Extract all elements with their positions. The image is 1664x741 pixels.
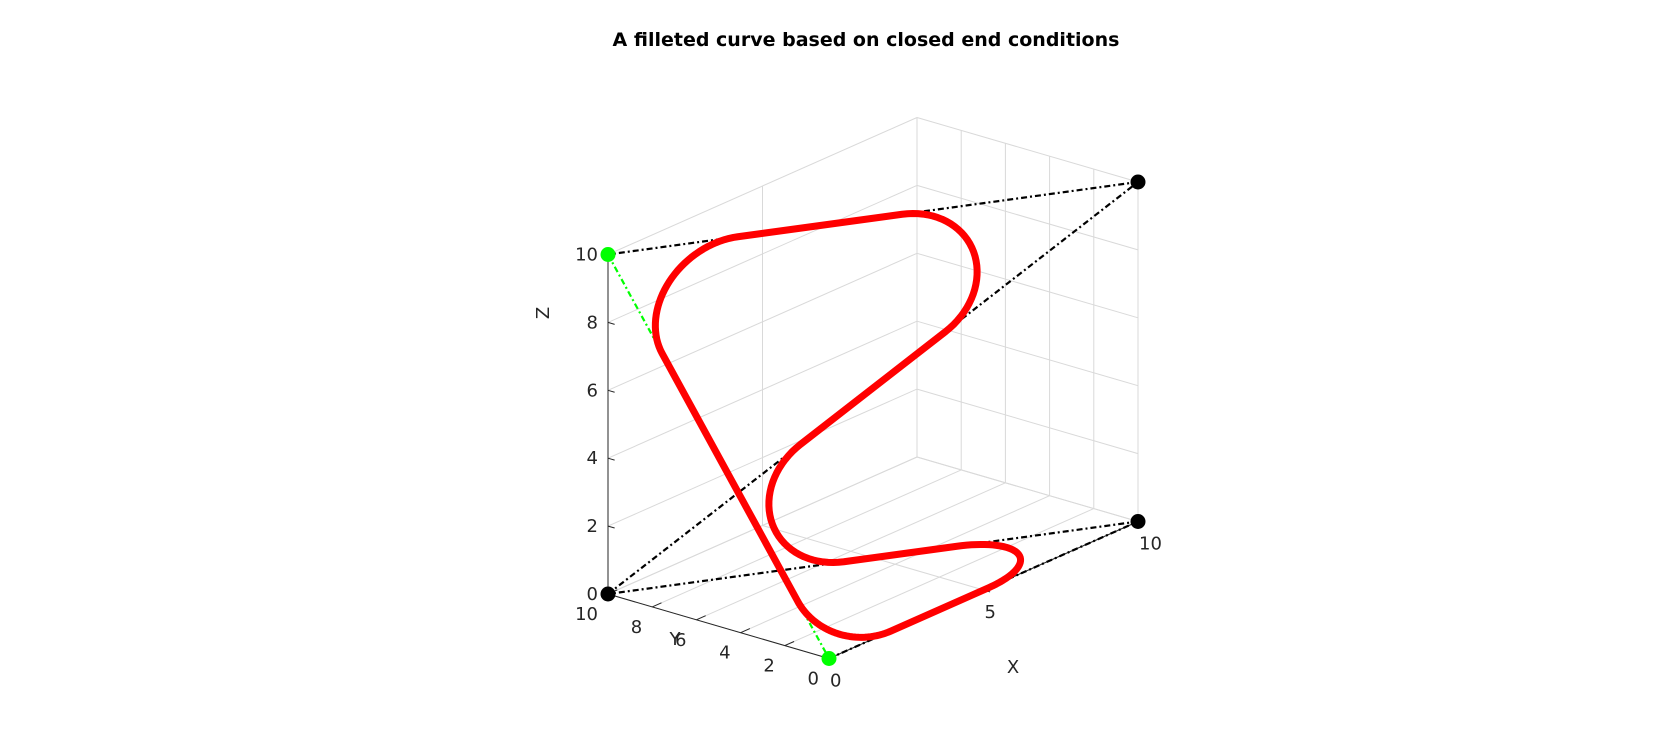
x-tick-label: 5 bbox=[985, 602, 996, 623]
grid-line bbox=[740, 495, 1050, 634]
grid-line bbox=[607, 117, 918, 255]
x-tick-label: 10 bbox=[1139, 534, 1162, 555]
grid-lines bbox=[607, 117, 1139, 659]
x-tick-label: 0 bbox=[830, 671, 841, 692]
grid-line bbox=[607, 456, 918, 595]
grid-line bbox=[916, 252, 1139, 319]
chart-title: A filleted curve based on closed end con… bbox=[613, 29, 1120, 51]
end-point-marker bbox=[821, 651, 837, 666]
filleted-curve bbox=[651, 209, 1025, 641]
z-tick-label: 8 bbox=[587, 312, 598, 333]
y-tick-mark bbox=[696, 615, 706, 621]
grid-line bbox=[696, 482, 1006, 621]
grid-line bbox=[916, 320, 1139, 387]
y-tick-label: 4 bbox=[719, 643, 730, 664]
grid-line bbox=[607, 252, 918, 391]
y-tick-mark bbox=[784, 641, 795, 647]
y-tick-label: 8 bbox=[631, 617, 642, 638]
control-point-marker bbox=[1130, 174, 1146, 190]
control-polygon bbox=[607, 180, 1139, 660]
z-tick-label: 10 bbox=[575, 245, 598, 266]
y-tick-label: 2 bbox=[763, 656, 774, 677]
grid-line bbox=[784, 508, 1095, 647]
z-tick-label: 4 bbox=[587, 448, 598, 469]
y-axis-label: Y bbox=[669, 629, 682, 650]
y-tick-label: 0 bbox=[808, 669, 819, 690]
y-axis-line bbox=[607, 593, 830, 659]
z-tick-label: 0 bbox=[587, 584, 598, 605]
grid-line bbox=[916, 388, 1139, 455]
y-tick-mark bbox=[740, 628, 751, 634]
z-tick-label: 2 bbox=[587, 516, 598, 537]
grid-line bbox=[916, 456, 1139, 522]
grid-line bbox=[607, 388, 918, 527]
z-tick-mark bbox=[607, 457, 615, 461]
z-tick-label: 6 bbox=[587, 380, 598, 401]
control-point-marker bbox=[600, 586, 616, 602]
grid-line bbox=[651, 469, 962, 608]
z-axis-label: Z bbox=[533, 307, 554, 319]
grid-line bbox=[916, 117, 1139, 183]
control-point-marker bbox=[1130, 514, 1146, 529]
y-tick-label: 10 bbox=[575, 604, 598, 625]
grid-line bbox=[607, 320, 918, 459]
y-tick-label: 6 bbox=[675, 630, 686, 651]
z-tick-mark bbox=[607, 321, 615, 325]
z-tick-mark bbox=[607, 389, 615, 393]
x-axis-label: X bbox=[1007, 657, 1019, 678]
end-point-marker bbox=[600, 247, 616, 262]
grid-line bbox=[916, 184, 1139, 251]
curve-path bbox=[651, 209, 1025, 641]
z-tick-mark bbox=[607, 525, 615, 529]
y-tick-mark bbox=[651, 602, 662, 608]
axes bbox=[607, 254, 1145, 661]
control-points bbox=[600, 174, 1146, 666]
